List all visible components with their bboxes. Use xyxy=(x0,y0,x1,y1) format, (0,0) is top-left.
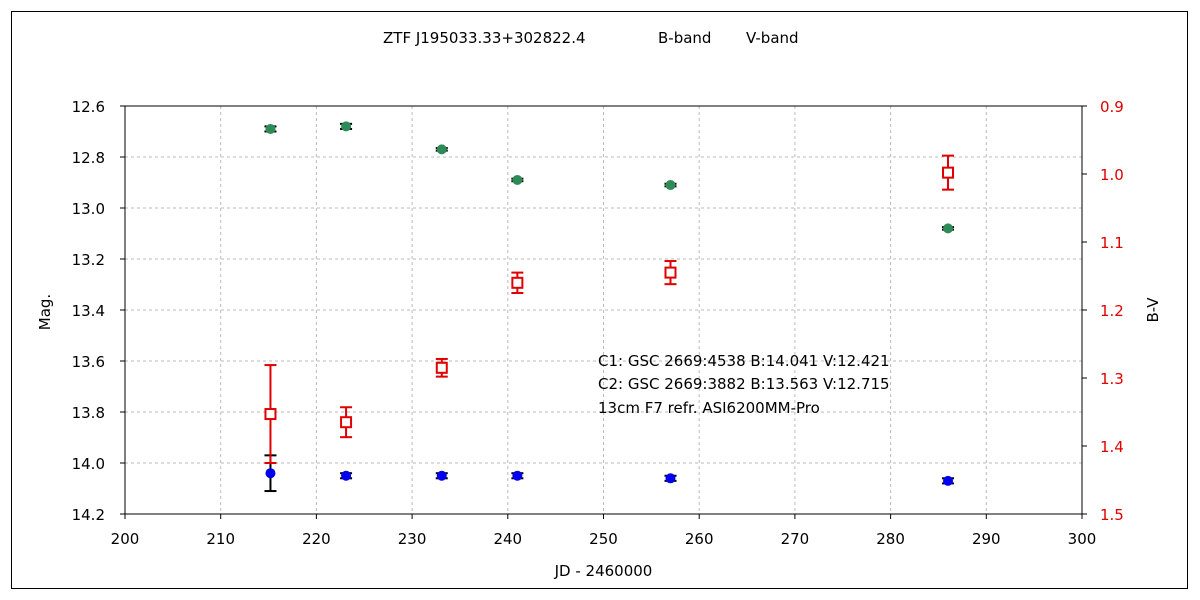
x-tick-label: 270 xyxy=(781,530,810,548)
x-tick-label: 300 xyxy=(1068,530,1097,548)
x-tick-label: 240 xyxy=(493,530,522,548)
v-band-point xyxy=(943,223,954,234)
chart-frame xyxy=(11,11,1188,589)
y-axis-left-label: Mag. xyxy=(36,294,54,330)
y-right-tick-label: 1.1 xyxy=(1100,234,1124,252)
y-right-tick-label: 1.2 xyxy=(1100,302,1124,320)
y-left-tick-label: 12.6 xyxy=(72,98,105,116)
y-left-tick-label: 13.4 xyxy=(72,302,105,320)
x-tick-label: 210 xyxy=(206,530,235,548)
legend-v-band: V-band xyxy=(746,29,799,47)
chart-title: ZTF J195033.33+302822.4 xyxy=(383,29,586,47)
x-axis-label: JD - 2460000 xyxy=(554,562,653,580)
x-tick-label: 290 xyxy=(972,530,1001,548)
annotation-comp-star-2: C2: GSC 2669:3882 B:13.563 V:12.715 xyxy=(598,375,890,393)
y-left-tick-label: 14.2 xyxy=(72,506,105,524)
b-band-point xyxy=(943,475,954,486)
y-left-tick-label: 13.8 xyxy=(72,404,105,422)
y-right-tick-label: 1.5 xyxy=(1100,506,1124,524)
v-band-point xyxy=(436,144,447,155)
b-v-point xyxy=(435,361,448,374)
b-band-point xyxy=(436,470,447,481)
v-band-point xyxy=(665,180,676,191)
legend-b-band: B-band xyxy=(658,29,711,47)
b-v-point xyxy=(664,266,677,279)
x-tick-label: 200 xyxy=(111,530,140,548)
b-v-point xyxy=(511,276,524,289)
v-band-point xyxy=(512,174,523,185)
y-left-tick-label: 13.6 xyxy=(72,353,105,371)
b-v-point xyxy=(264,408,277,421)
y-right-tick-label: 1.0 xyxy=(1100,166,1124,184)
x-tick-label: 260 xyxy=(685,530,714,548)
b-band-point xyxy=(665,473,676,484)
b-v-point xyxy=(942,166,955,179)
y-left-tick-label: 13.0 xyxy=(72,200,105,218)
y-right-tick-label: 1.3 xyxy=(1100,370,1124,388)
annotation-comp-star-1: C1: GSC 2669:4538 B:14.041 V:12.421 xyxy=(598,352,890,370)
annotation-equipment: 13cm F7 refr. ASI6200MM-Pro xyxy=(598,399,820,417)
b-band-point xyxy=(512,470,523,481)
tick-labels-layer: 200 210 220 230 240 250 260 270 280 290 300 12.6 12.… xyxy=(72,98,1124,548)
v-band-point xyxy=(265,123,276,134)
y-right-tick-label: 1.4 xyxy=(1100,438,1124,456)
v-band-point xyxy=(341,121,352,132)
x-tick-label: 280 xyxy=(876,530,905,548)
data-marks-layer xyxy=(264,121,955,493)
y-axis-right-label: B-V xyxy=(1144,297,1162,323)
grid-layer xyxy=(125,106,1082,514)
y-left-tick-label: 14.0 xyxy=(72,455,105,473)
y-right-tick-label: 0.9 xyxy=(1100,98,1124,116)
b-v-point xyxy=(340,416,353,429)
b-band-point xyxy=(265,468,276,479)
b-band-point xyxy=(341,470,352,481)
x-tick-label: 220 xyxy=(302,530,331,548)
x-tick-label: 250 xyxy=(589,530,618,548)
y-left-tick-label: 13.2 xyxy=(72,251,105,269)
x-tick-label: 230 xyxy=(398,530,427,548)
y-left-tick-label: 12.8 xyxy=(72,149,105,167)
